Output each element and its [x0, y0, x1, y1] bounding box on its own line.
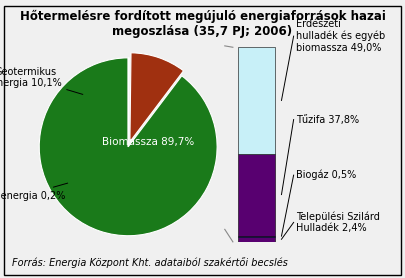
Wedge shape — [39, 58, 217, 236]
Wedge shape — [128, 58, 129, 147]
Text: Biomassza 89,7%: Biomassza 89,7% — [102, 137, 194, 147]
Text: Települési Szilárd
Hulladék 2,4%: Települési Szilárd Hulladék 2,4% — [296, 211, 379, 234]
Text: Erdészeti
hulladék és egyéb
biomassza 49,0%: Erdészeti hulladék és egyéb biomassza 49… — [296, 19, 385, 53]
Bar — [237, 47, 275, 153]
Wedge shape — [130, 53, 183, 142]
Text: Geotermikus
energia 10,1%: Geotermikus energia 10,1% — [0, 67, 83, 95]
Text: Tűzifa 37,8%: Tűzifa 37,8% — [296, 115, 359, 125]
Bar — [237, 235, 275, 237]
Bar — [237, 153, 275, 235]
Text: Biogáz 0,5%: Biogáz 0,5% — [296, 170, 356, 180]
Bar — [237, 237, 275, 242]
Text: Forrás: Energia Központ Kht. adataiból szakértői becslés: Forrás: Energia Központ Kht. adataiból s… — [12, 257, 288, 268]
Text: Napenergia 0,2%: Napenergia 0,2% — [0, 183, 68, 201]
Text: Hőtermelésre fordított megújuló energiaforrások hazai
megoszlása (35,7 PJ; 2006): Hőtermelésre fordított megújuló energiaf… — [19, 10, 386, 38]
